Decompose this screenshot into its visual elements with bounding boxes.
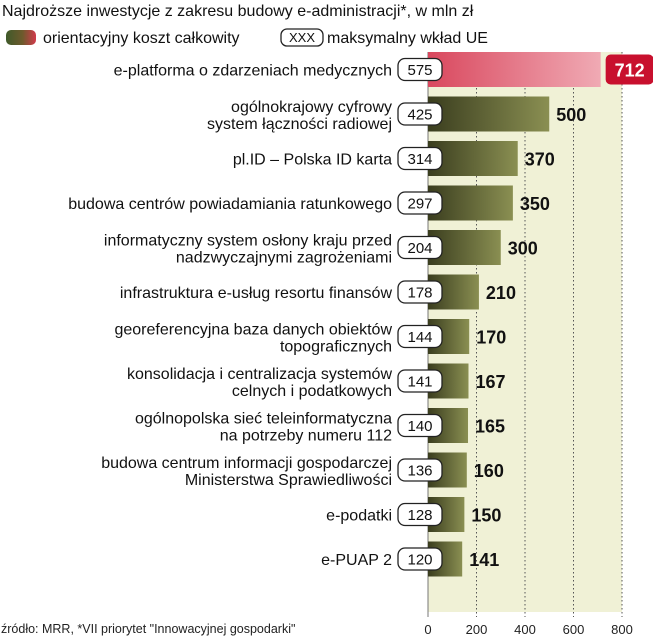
x-tick-label: 800 [611,622,633,637]
legend-eu-badge [280,28,324,47]
eu-contribution-badge [397,324,443,349]
x-tick-label: 400 [514,622,536,637]
eu-contribution-badge [397,102,443,126]
value-label-total: 500 [556,105,586,125]
eu-contribution-value: 297 [407,196,432,213]
value-label-total: 165 [475,417,505,437]
eu-contribution-badge [397,458,443,482]
eu-contribution-value: 178 [407,285,432,302]
value-label-total: 141 [469,550,499,570]
bar-total-cost [428,96,550,132]
eu-contribution-value: 204 [407,240,432,257]
eu-contribution-badge [397,547,443,571]
source-note: źródło: MRR, *VII priorytet "Innowacyjne… [1,622,295,636]
bar-total-cost [428,141,518,176]
value-label-total: 300 [508,239,538,259]
category-label: budowa centrów powiadamiania ratunkowego [68,196,392,213]
category-label: ogólnokrajowy cyfrowy [231,99,392,116]
eu-contribution-badge [397,502,443,527]
category-label: e-podatki [326,508,392,525]
eu-contribution-value: 144 [407,329,432,346]
eu-contribution-value: 120 [407,552,432,569]
legend-total-cost-label: orientacyjny koszt całkowity [43,30,240,47]
value-label-total: 350 [520,194,550,214]
category-label: budowa centrum informacji gospodarczej [101,455,392,472]
value-label-total: 160 [474,461,504,481]
category-label: na potrzeby numeru 112 [220,428,392,445]
eu-contribution-value: 575 [407,62,432,79]
x-axis-ticks: 0 200 400 600 800 [424,622,632,637]
eu-contribution-badge [397,369,443,393]
category-label: Ministerstwa Sprawiedliwości [185,472,392,489]
category-label: nadzwyczajnymi zagrożeniami [176,250,392,267]
category-label: e-platforma o zdarzeniach medycznych [114,63,392,80]
value-label-total: 370 [525,150,555,170]
legend-eu-badge-text: XXX [289,30,315,45]
bar-total-cost [428,52,601,87]
category-label: informatyczny system osłony kraju przed [104,233,392,250]
chart-title: Najdroższe inwestycje z zakresu budowy e… [2,3,474,20]
category-label: e-PUAP 2 [321,552,392,569]
eu-contribution-value: 136 [407,463,432,480]
legend-eu-contribution-label: maksymalny wkład UE [327,30,488,47]
value-label-total: 170 [476,328,506,348]
category-label: konsolidacja i centralizacja systemów [127,366,392,383]
category-label: ogólnopolska sieć teleinformatyczna [135,411,392,428]
eu-contribution-value: 425 [407,107,432,124]
eu-contribution-badge [397,235,443,260]
eu-contribution-badge [397,280,443,304]
value-label-total: 210 [486,283,516,303]
category-labels: 575 e-platforma o zdarzeniach medycznych 4… [68,57,443,571]
value-badge-highlight [605,54,653,85]
value-label-total: 712 [615,61,645,81]
category-label: celnych i podatkowych [232,383,392,400]
category-label: system łączności radiowej [207,116,392,133]
x-tick-label: 0 [424,622,431,637]
category-label: pl.ID – Polska ID karta [233,152,392,169]
eu-contribution-badge [397,191,443,215]
eu-contribution-badge [397,57,443,82]
legend-total-cost-swatch [6,30,36,45]
category-label: georeferencyjna baza danych obiektów [114,322,392,339]
value-label-total: 150 [471,506,501,526]
x-tick-label: 600 [563,622,585,637]
category-label: infrastruktura e-usług resortu finansów [120,285,393,302]
eu-contribution-value: 141 [407,374,432,391]
eu-contribution-value: 314 [407,151,432,168]
eu-contribution-badge [397,146,443,171]
category-label: topograficznych [280,339,392,356]
eu-contribution-badge [397,413,443,438]
x-tick-label: 200 [466,622,488,637]
value-label-total: 167 [475,372,505,392]
legend: orientacyjny koszt całkowity XXX maksyma… [6,28,488,47]
eu-contribution-value: 140 [407,418,432,435]
eu-contribution-value: 128 [407,507,432,524]
